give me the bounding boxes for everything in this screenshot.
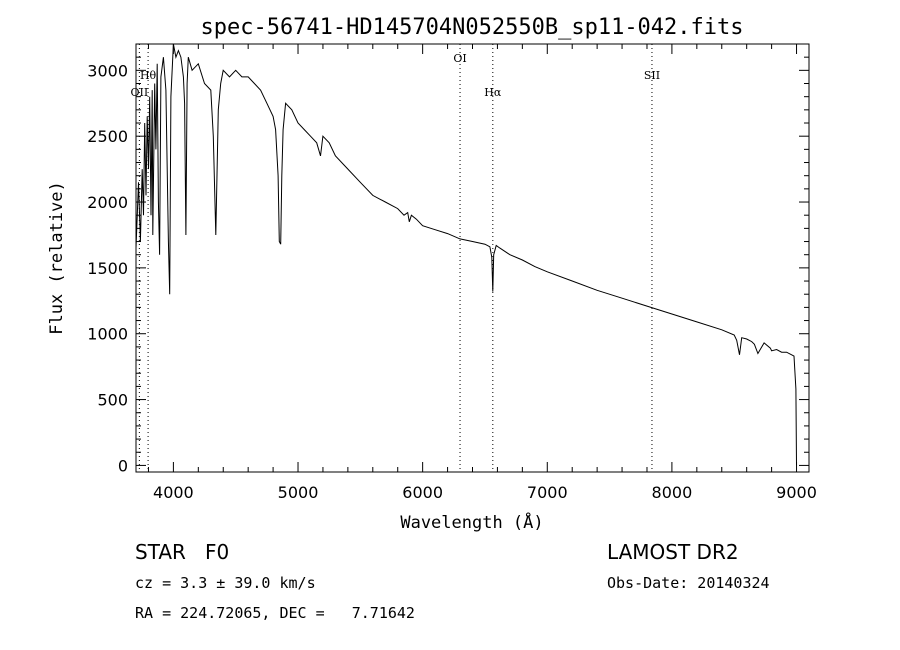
y-axis-label: Flux (relative) [47,181,67,335]
x-axis-label: Wavelength (Å) [400,511,543,533]
observation-date: Obs-Date: 20140324 [607,574,770,592]
y-tick-label: 1500 [87,259,128,278]
x-tick-label: 4000 [153,483,194,502]
x-axis: 4000 5000 6000 7000 8000 9000 [147,44,817,502]
line-marker-label: Hα [484,86,502,99]
survey-name: LAMOST DR2 [607,540,739,564]
chart-title: spec-56741-HD145704N052550B_sp11-042.fit… [200,15,743,40]
object-class: STAR F0 [135,540,230,564]
y-tick-label: 2000 [87,193,128,212]
line-marker-label: OII [131,86,149,99]
x-tick-label: 8000 [652,483,693,502]
spectrum-line [135,43,797,466]
line-markers: OII Hθ OI Hα SII [131,44,660,472]
plot-frame [135,43,810,473]
x-tick-label: 9000 [776,483,817,502]
y-tick-label: 1000 [87,325,128,344]
redshift-cz: cz = 3.3 ± 39.0 km/s [135,574,316,592]
y-tick-label: 2500 [87,127,128,146]
y-tick-label: 500 [97,391,128,410]
ra-dec: RA = 224.72065, DEC = 7.71642 [135,604,415,622]
y-tick-label: 0 [118,456,128,475]
line-marker-label: OI [453,52,466,65]
x-tick-label: 6000 [402,483,443,502]
y-tick-label: 3000 [87,61,128,80]
y-axis: 0 500 1000 1500 2000 2500 3000 [87,56,809,475]
line-marker-label: Hθ [140,69,157,82]
x-tick-label: 7000 [527,483,568,502]
line-marker-label: SII [644,69,660,82]
x-tick-label: 5000 [278,483,319,502]
